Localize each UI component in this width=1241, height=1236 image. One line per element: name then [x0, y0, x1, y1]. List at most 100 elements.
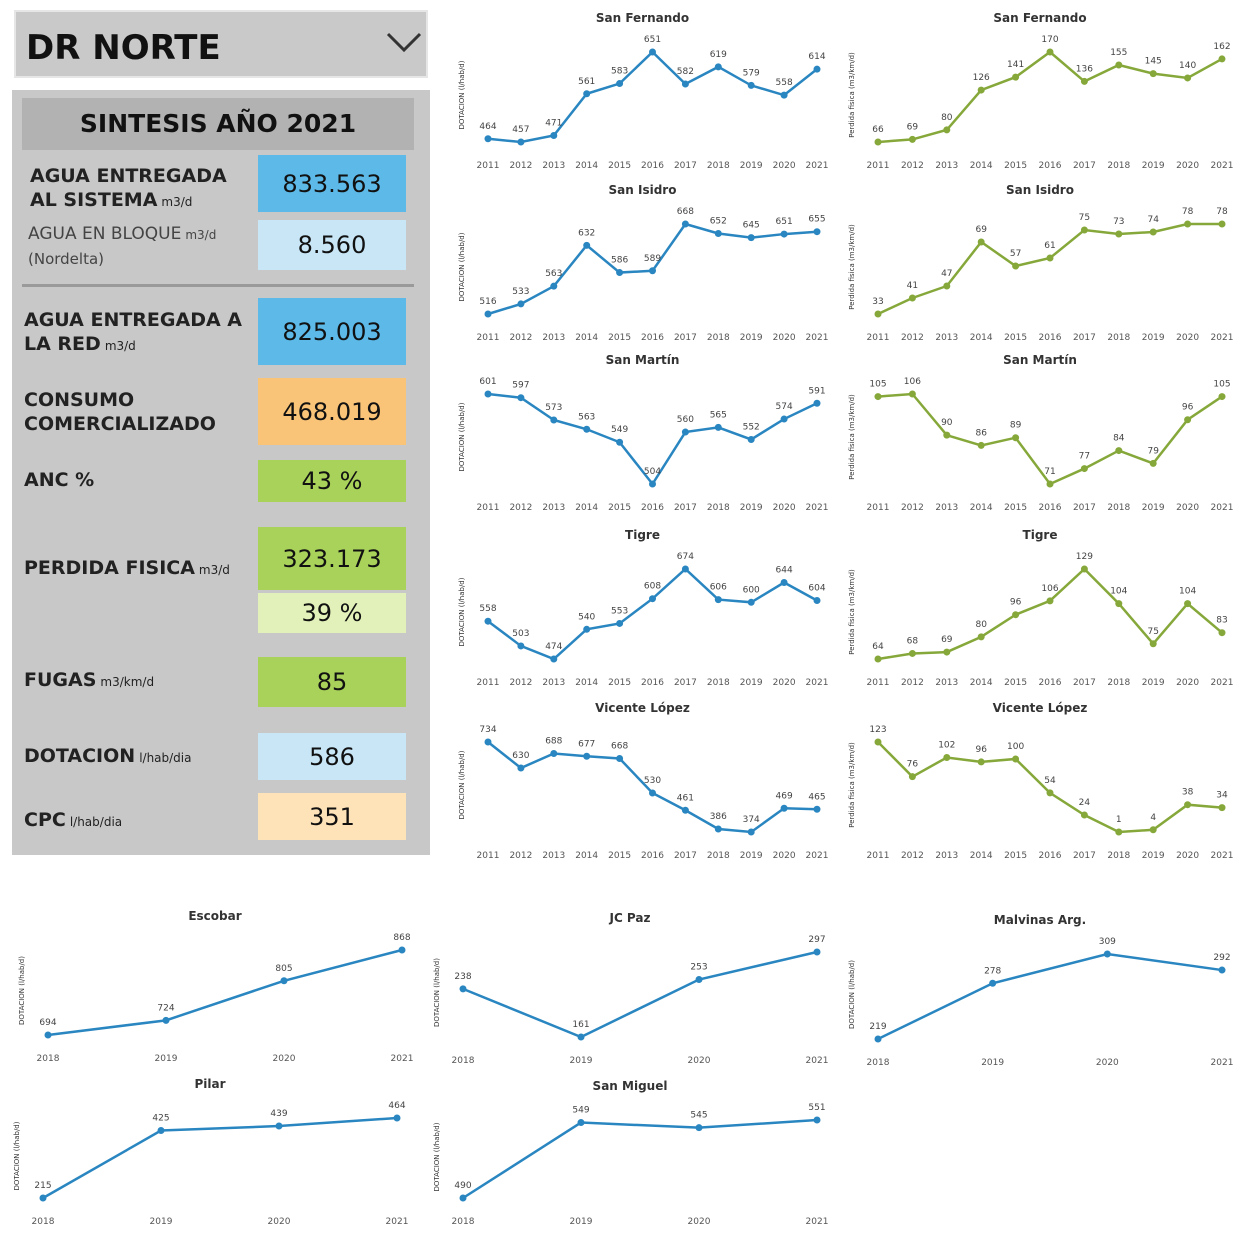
x-tick-label: 2015: [608, 503, 631, 513]
data-label: 601: [479, 377, 496, 387]
kpi-unit: l/hab/dia: [69, 815, 123, 829]
point: [943, 753, 951, 761]
data-label: 57: [1010, 249, 1021, 259]
point: [681, 806, 689, 814]
x-tick-label: 2014: [575, 161, 598, 171]
data-label: 677: [578, 739, 595, 749]
region-dropdown[interactable]: DR NORTE: [14, 10, 428, 78]
point: [1184, 220, 1192, 228]
x-tick-label: 2019: [1142, 678, 1165, 688]
point: [1115, 447, 1123, 455]
data-label: 504: [644, 467, 661, 477]
chart-title: San Fernando: [596, 11, 689, 25]
x-tick-label: 2011: [477, 503, 500, 513]
data-label: 651: [644, 35, 661, 45]
x-tick-label: 2019: [1142, 161, 1165, 171]
data-label: 69: [941, 635, 953, 645]
x-tick-label: 2018: [452, 1056, 475, 1066]
point: [874, 138, 882, 146]
x-tick-label: 2013: [542, 333, 565, 343]
y-axis-label: Perdida fisica (m3/km/d): [848, 569, 856, 655]
point: [813, 805, 821, 813]
point: [747, 598, 755, 606]
x-tick-label: 2015: [1004, 851, 1027, 861]
line: [877, 567, 1223, 661]
x-tick-label: 2021: [1211, 503, 1234, 513]
x-tick-label: 2018: [867, 1058, 890, 1068]
y-axis-label: DOTACION (l/hab/d): [13, 1121, 21, 1190]
x-tick-label: 2016: [641, 333, 664, 343]
point: [39, 1194, 47, 1202]
x-tick-label: 2012: [509, 333, 532, 343]
x-tick-label: 2014: [970, 161, 993, 171]
line: [462, 1118, 818, 1200]
kpi-value: 468.019: [258, 378, 406, 445]
kpi-label: CPC l/hab/dia: [24, 808, 254, 834]
kpi-label-text: CONSUMO COMERCIALIZADO: [24, 389, 216, 435]
data-label: 96: [1010, 598, 1022, 608]
data-label: 71: [1044, 467, 1055, 477]
x-tick-label: 2020: [773, 851, 796, 861]
kpi-value-secondary: 39 %: [258, 593, 406, 633]
point: [1149, 826, 1157, 834]
point: [1046, 254, 1054, 262]
point: [459, 1194, 467, 1202]
point: [616, 619, 624, 627]
data-label: 54: [1044, 776, 1056, 786]
point: [1218, 966, 1226, 974]
point: [393, 1114, 401, 1122]
data-label: 66: [872, 125, 884, 135]
x-tick-label: 2011: [477, 851, 500, 861]
chart-title: Tigre: [1023, 528, 1058, 542]
x-tick-label: 2016: [641, 161, 664, 171]
data-label: 574: [776, 402, 793, 412]
data-label: 24: [1079, 798, 1091, 808]
point: [1184, 600, 1192, 608]
data-label: 374: [743, 815, 760, 825]
x-tick-label: 2021: [806, 503, 829, 513]
data-label: 129: [1076, 552, 1093, 562]
x-tick-label: 2017: [674, 678, 697, 688]
data-label: 41: [907, 281, 918, 291]
data-label: 563: [578, 412, 595, 422]
point: [1115, 828, 1123, 836]
point: [747, 234, 755, 242]
x-tick-label: 2016: [641, 851, 664, 861]
kpi-label: FUGAS m3/km/d: [24, 668, 254, 694]
x-tick-label: 2015: [608, 678, 631, 688]
kpi-label: DOTACION l/hab/dia: [24, 744, 254, 770]
point: [1046, 597, 1054, 605]
point: [1115, 61, 1123, 69]
dropdown-title: DR NORTE: [26, 28, 221, 68]
point: [280, 977, 288, 985]
data-label: 69: [975, 225, 987, 235]
data-label: 600: [743, 585, 760, 595]
kpi-label-text: DOTACION: [24, 745, 136, 767]
point: [649, 48, 656, 56]
data-label: 655: [808, 215, 825, 225]
x-tick-label: 2019: [740, 503, 763, 513]
kpi-unit: m3/d: [161, 195, 193, 209]
kpi-note: (Nordelta): [28, 250, 104, 268]
x-tick-label: 2017: [1073, 678, 1096, 688]
point: [695, 1124, 703, 1132]
y-axis-label: DOTACION (l/hab/d): [848, 960, 856, 1029]
data-label: 309: [1099, 937, 1116, 947]
data-label: 632: [578, 228, 595, 238]
x-tick-label: 2014: [575, 851, 598, 861]
chart-title: San Martín: [606, 353, 680, 367]
point: [977, 758, 985, 766]
data-label: 688: [545, 737, 562, 747]
kpi-label-text: AGUA ENTREGADA AL SISTEMA: [30, 165, 227, 211]
point: [583, 625, 591, 633]
data-label: 645: [743, 221, 760, 231]
x-tick-label: 2020: [1096, 1058, 1119, 1068]
kpi-label-text: AGUA EN BLOQUE: [28, 224, 182, 244]
data-label: 573: [545, 403, 562, 413]
data-label: 33: [872, 297, 883, 307]
data-label: 471: [545, 119, 562, 129]
data-label: 34: [1216, 791, 1228, 801]
point: [780, 579, 788, 586]
point: [484, 390, 492, 398]
data-label: 644: [776, 566, 793, 576]
